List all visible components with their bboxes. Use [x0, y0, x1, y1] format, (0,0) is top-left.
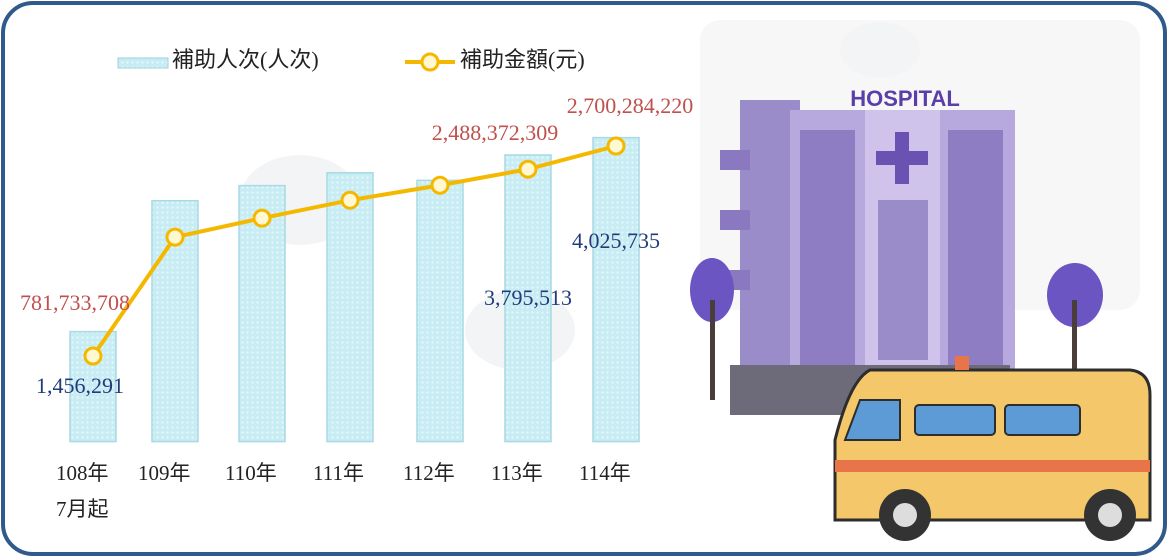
x-tick-label: 112年	[403, 461, 455, 485]
bar	[238, 184, 286, 443]
hospital-sign: HOSPITAL	[850, 86, 960, 111]
bar	[592, 136, 640, 443]
x-tick-label: 113年	[491, 461, 543, 485]
bar	[416, 179, 464, 443]
legend-label: 補助金額(元)	[460, 47, 585, 72]
x-tick-label: 111年	[313, 461, 364, 485]
legend-marker	[420, 52, 440, 72]
legend-swatch	[117, 57, 169, 69]
x-tick-label: 109年	[138, 461, 191, 485]
line-marker	[518, 159, 538, 179]
value-label: 1,456,291	[36, 373, 124, 398]
value-label: 3,795,513	[484, 285, 572, 310]
line-marker	[252, 208, 272, 228]
value-label: 2,488,372,309	[432, 120, 559, 145]
line-marker	[340, 190, 360, 210]
line-marker	[430, 175, 450, 195]
bar	[504, 154, 552, 443]
line-marker	[83, 346, 103, 366]
value-label: 2,700,284,220	[567, 93, 694, 118]
x-tick-label: 110年	[225, 461, 277, 485]
line-marker	[165, 227, 185, 247]
x-tick-label: 114年	[579, 461, 631, 485]
value-label: 4,025,735	[572, 228, 660, 253]
legend-label: 補助人次(人次)	[172, 47, 319, 72]
ambulance	[833, 356, 1152, 541]
line-marker	[606, 136, 626, 156]
bar	[326, 172, 374, 443]
x-tick-label: 108年 7月起	[56, 461, 109, 521]
value-label: 781,733,708	[20, 290, 130, 315]
